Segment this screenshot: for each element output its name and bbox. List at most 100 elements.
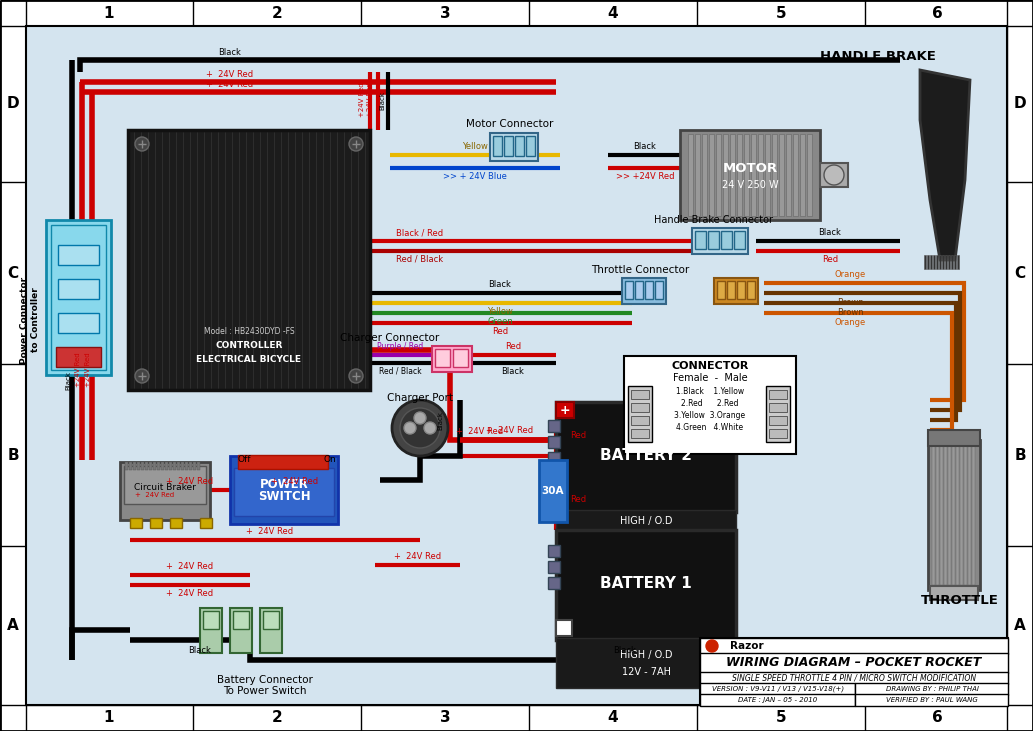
Text: BATTERY 1: BATTERY 1 <box>600 575 692 591</box>
Text: Red: Red <box>822 255 838 264</box>
Bar <box>758 134 763 216</box>
Bar <box>189 462 192 470</box>
Bar <box>58 313 99 333</box>
Bar <box>625 281 633 299</box>
Bar <box>692 228 748 254</box>
Bar <box>727 281 735 299</box>
Text: 3: 3 <box>440 6 450 20</box>
Text: 3.Yellow  3.Orange: 3.Yellow 3.Orange <box>675 412 746 420</box>
Bar <box>700 653 1008 673</box>
Text: Charger Port: Charger Port <box>387 393 453 403</box>
Bar <box>700 694 855 706</box>
Text: On: On <box>323 455 337 464</box>
Bar <box>547 436 560 448</box>
Text: Black: Black <box>189 646 212 655</box>
Bar <box>786 134 791 216</box>
Bar <box>260 608 282 653</box>
Text: Black: Black <box>65 371 71 390</box>
Bar <box>927 255 929 269</box>
Text: 2: 2 <box>272 6 282 20</box>
Bar <box>125 462 128 470</box>
Text: 5: 5 <box>776 6 786 20</box>
Text: Red / Black: Red / Black <box>397 255 443 264</box>
Bar <box>145 462 148 470</box>
Text: Motor Connector: Motor Connector <box>466 119 554 129</box>
Text: Female  -  Male: Female - Male <box>672 373 747 383</box>
Text: 30A: 30A <box>541 486 564 496</box>
Bar <box>769 390 787 399</box>
Text: Razor: Razor <box>730 641 763 651</box>
Text: A: A <box>7 618 19 634</box>
Bar <box>547 577 560 589</box>
Text: +24V Red: +24V Red <box>359 83 365 117</box>
Bar <box>730 134 735 216</box>
Text: THROTTLE: THROTTLE <box>921 594 999 607</box>
Bar <box>0 0 26 731</box>
Text: Off: Off <box>238 455 251 464</box>
Text: Orange: Orange <box>835 270 866 279</box>
Bar <box>737 134 742 216</box>
Text: C: C <box>7 265 19 281</box>
Bar <box>622 278 666 304</box>
Text: 1: 1 <box>103 711 115 725</box>
Text: Circuit Braker: Circuit Braker <box>134 483 196 493</box>
Bar <box>556 638 735 688</box>
Text: Green: Green <box>488 317 512 326</box>
Bar <box>185 462 188 470</box>
Bar <box>968 443 971 585</box>
Bar <box>153 462 156 470</box>
Bar <box>150 518 162 528</box>
Bar <box>628 386 652 442</box>
Text: Black: Black <box>437 411 443 430</box>
Text: 1: 1 <box>103 6 115 20</box>
Text: +  24V Red: + 24V Red <box>395 552 441 561</box>
Bar <box>723 134 728 216</box>
Bar <box>0 705 1033 731</box>
Text: Yellow: Yellow <box>462 142 488 151</box>
Bar <box>490 133 538 161</box>
Text: A: A <box>1014 618 1026 634</box>
Bar <box>960 443 963 585</box>
Text: D: D <box>6 96 20 112</box>
Bar <box>133 462 136 470</box>
Bar <box>737 281 745 299</box>
Bar <box>956 443 959 585</box>
Text: C: C <box>1014 265 1026 281</box>
Bar <box>944 443 947 585</box>
Bar <box>930 255 932 269</box>
Bar <box>181 462 184 470</box>
Bar <box>234 468 334 516</box>
Text: +  24V Red: + 24V Red <box>207 80 253 89</box>
Text: +  24V Red: + 24V Red <box>166 562 214 571</box>
Text: Black / Red: Black / Red <box>397 228 443 237</box>
Bar <box>964 443 967 585</box>
Text: +  24V Red: + 24V Red <box>487 426 534 435</box>
Circle shape <box>706 640 718 652</box>
Bar <box>128 130 370 390</box>
Bar <box>769 416 787 425</box>
Bar <box>137 462 140 470</box>
Bar <box>655 281 663 299</box>
Bar <box>631 416 649 425</box>
Text: CONNECTOR: CONNECTOR <box>671 361 749 371</box>
Bar <box>46 220 111 375</box>
Bar <box>58 279 99 299</box>
Bar <box>747 281 755 299</box>
Bar <box>930 586 978 600</box>
Bar <box>702 134 707 216</box>
Text: +  24V Red: + 24V Red <box>166 477 214 486</box>
Bar <box>924 255 926 269</box>
Text: >> + 24V Blue: >> + 24V Blue <box>443 172 507 181</box>
Bar <box>204 611 219 629</box>
Bar <box>769 403 787 412</box>
Bar <box>263 611 279 629</box>
Text: 1.Black    1.Yellow: 1.Black 1.Yellow <box>676 387 744 396</box>
Bar <box>453 349 468 367</box>
Text: To Power Switch: To Power Switch <box>223 686 307 696</box>
Text: DRAWING BY : PHILIP THAI: DRAWING BY : PHILIP THAI <box>885 686 978 692</box>
Text: B: B <box>1014 447 1026 463</box>
Text: +24V Red: +24V Red <box>75 352 81 387</box>
Bar <box>539 460 567 522</box>
Text: Throttle Connector: Throttle Connector <box>591 265 689 275</box>
Circle shape <box>424 422 436 434</box>
